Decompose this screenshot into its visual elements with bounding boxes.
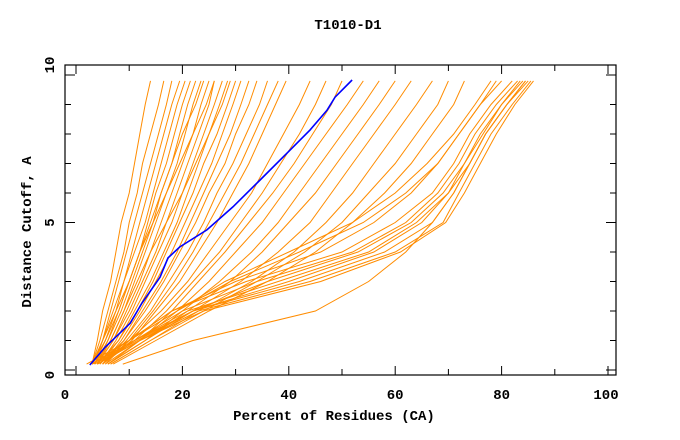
model-line-44: [122, 80, 526, 365]
model-line-17: [102, 80, 268, 365]
x-tick-label: 20: [174, 388, 191, 404]
model-line-39: [97, 80, 534, 365]
y-tick-label: 5: [43, 218, 59, 226]
y-tick-label: 10: [43, 57, 59, 74]
x-tick-label: 0: [61, 388, 69, 404]
model-line-15: [99, 80, 250, 365]
highlight-line: [89, 79, 353, 366]
model-line-21: [91, 80, 215, 365]
plot-frame: [64, 64, 617, 376]
model-line-3: [92, 80, 173, 365]
model-line-18: [104, 80, 279, 365]
model-line-12: [96, 80, 229, 365]
model-line-16: [102, 80, 258, 365]
model-line-38: [97, 80, 532, 365]
model-line-6: [94, 80, 191, 365]
model-line-33: [86, 80, 502, 365]
model-line-25: [105, 80, 343, 365]
model-line-1: [91, 80, 151, 365]
model-line-43: [91, 80, 497, 365]
model-line-37: [97, 80, 529, 365]
model-line-42: [91, 80, 492, 365]
model-line-19: [102, 80, 287, 365]
model-line-29: [107, 80, 412, 365]
plot-series: [86, 79, 534, 366]
model-line-2: [91, 80, 165, 365]
model-line-26: [107, 80, 364, 365]
model-line-27: [107, 80, 380, 365]
model-line-24: [102, 80, 327, 365]
model-line-34: [91, 80, 513, 365]
model-line-5: [91, 80, 186, 365]
x-tick-label: 100: [593, 388, 618, 404]
axes: 0 20 40 60 80 100 0 5 10: [43, 57, 619, 404]
y-tick-label: 0: [43, 371, 59, 379]
model-line-36: [91, 80, 524, 365]
model-line-11: [99, 80, 223, 365]
x-tick-label: 80: [493, 388, 510, 404]
model-line-22: [96, 80, 231, 365]
model-line-41: [94, 80, 521, 365]
model-line-4: [94, 80, 181, 365]
chart-title: T1010-D1: [314, 18, 381, 34]
x-tick-label: 60: [387, 388, 404, 404]
model-line-23: [102, 80, 311, 365]
x-tick-label: 40: [280, 388, 297, 404]
model-line-20: [94, 80, 205, 365]
x-axis-label: Percent of Residues (CA): [233, 409, 435, 425]
model-line-31: [110, 80, 449, 365]
model-line-35: [91, 80, 518, 365]
model-line-9: [96, 80, 210, 365]
y-axis-label: Distance Cutoff, A: [20, 156, 36, 308]
model-line-14: [102, 80, 242, 365]
